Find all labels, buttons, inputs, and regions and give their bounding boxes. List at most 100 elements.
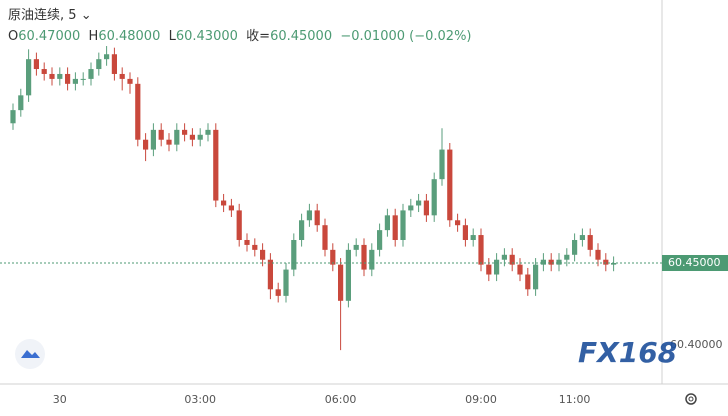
candle-body (291, 239, 297, 270)
candle-body (244, 239, 250, 245)
gear-hub (688, 396, 694, 402)
candle-body (494, 259, 500, 275)
candle-body (57, 73, 63, 79)
candle-body (486, 264, 492, 275)
candle-body (509, 254, 515, 265)
candle-body (252, 244, 258, 250)
candle-body (26, 59, 32, 96)
candle-body (369, 249, 375, 270)
symbol: 原油连续, 5 (8, 8, 77, 23)
candle-body (392, 215, 398, 240)
cloud-icon[interactable] (15, 339, 45, 369)
candle-body (236, 210, 242, 240)
candle-body (462, 225, 468, 240)
candle-body (80, 78, 86, 80)
candle-body (10, 110, 16, 124)
candle-body (197, 134, 203, 140)
candle-body (275, 289, 281, 296)
candle-body (455, 220, 461, 226)
change-pct: (−0.02%) (409, 29, 472, 44)
candle-body (353, 244, 359, 250)
candle-body (470, 235, 476, 240)
candle-body (158, 129, 164, 140)
close-label: 收= (246, 29, 271, 44)
candle-body (431, 179, 437, 216)
candle-body (587, 235, 593, 250)
candle-body (611, 263, 617, 265)
cloud-icon-shape (21, 350, 40, 358)
candle-body (595, 249, 601, 260)
candle-body (345, 249, 351, 301)
candle-body (182, 129, 188, 135)
candle-body (384, 215, 390, 231)
candle-body (221, 200, 227, 206)
candle-body (174, 129, 180, 145)
candle-body (439, 149, 445, 180)
candle-body (166, 139, 172, 145)
candle-body (579, 235, 585, 240)
candle-body (377, 230, 383, 250)
candle-body (72, 78, 78, 84)
close-value: 60.45000 (270, 29, 333, 44)
candle-body (189, 134, 195, 140)
low-label: L (168, 29, 176, 44)
candle-body (283, 269, 289, 296)
candle-body (361, 244, 367, 270)
candle-body (447, 149, 453, 221)
candle-body (299, 220, 305, 240)
candle-body (104, 54, 110, 60)
candle-body (65, 73, 71, 84)
candle-body (18, 95, 24, 111)
candle-body (143, 139, 149, 150)
x-tick-label: 09:00 (465, 393, 497, 406)
low-value: 60.43000 (175, 29, 238, 44)
candle-body (260, 249, 266, 260)
gear-ring (685, 393, 697, 405)
candle-body (119, 73, 125, 79)
candle-body (330, 249, 336, 265)
candle-body (267, 259, 273, 290)
candle-body (135, 83, 141, 140)
candle-body (228, 205, 234, 211)
header-title: 原油连续, 5 ⌄ (8, 4, 92, 23)
candle-body (400, 210, 406, 240)
candle-body (306, 210, 312, 221)
candle-body (322, 225, 328, 250)
candle-body (423, 200, 429, 216)
header-ohlc: O60.47000 H60.48000 L60.43000 收=60.45000… (8, 25, 472, 44)
candle-body (88, 69, 94, 79)
candle-body (127, 78, 133, 84)
candle-body (556, 259, 562, 265)
candle-body (205, 129, 211, 135)
x-tick-label: 03:00 (184, 393, 216, 406)
candle-body (572, 239, 578, 255)
candle-body (41, 69, 47, 74)
candle-body (150, 129, 156, 150)
candle-body (314, 210, 320, 226)
candle-body (338, 264, 344, 301)
candle-body (533, 264, 539, 290)
open-label: O (8, 29, 19, 44)
candle-body (603, 259, 609, 265)
candle-body (540, 259, 546, 265)
candle-body (478, 235, 484, 265)
x-tick-label: 30 (53, 393, 67, 406)
y-tick-label: 60.40000 (670, 338, 723, 351)
chevron[interactable]: ⌄ (80, 8, 92, 23)
high-label: H (88, 29, 99, 44)
candle-body (525, 274, 531, 290)
candle-body (96, 59, 102, 70)
candle-body (408, 205, 414, 211)
x-tick-label: 11:00 (559, 393, 591, 406)
x-tick-label: 06:00 (325, 393, 357, 406)
change-value: −0.01000 (340, 29, 406, 44)
candle-body (33, 59, 39, 70)
candle-body (501, 254, 507, 260)
candle-body (517, 264, 523, 275)
settings-icon[interactable] (685, 393, 697, 405)
candle-body (416, 200, 422, 206)
candle-body (213, 129, 219, 201)
candle-body (564, 254, 570, 260)
